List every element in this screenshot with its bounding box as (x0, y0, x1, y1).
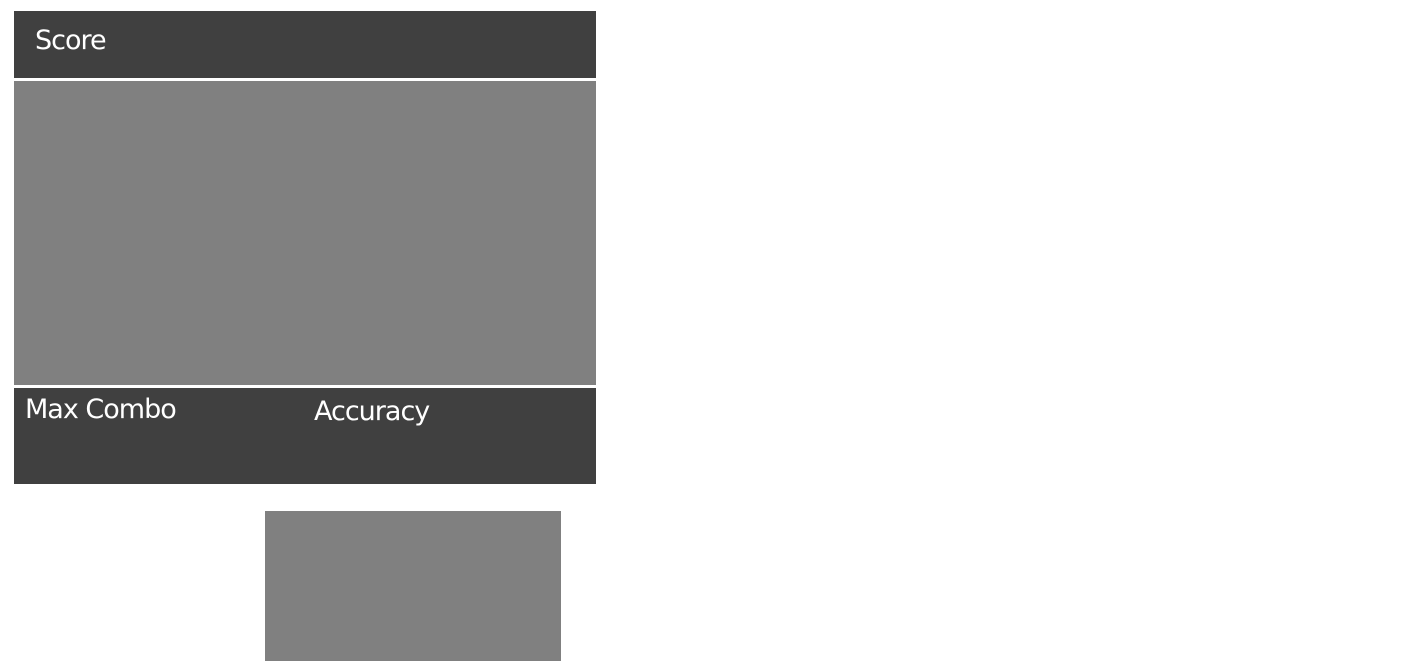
continue-button[interactable] (265, 511, 561, 661)
accuracy-label: Accuracy (314, 396, 430, 427)
max-combo-label: Max Combo (25, 394, 177, 425)
divider (14, 78, 596, 80)
result-image-area (14, 81, 596, 385)
stats-panel: Max Combo Accuracy (14, 388, 596, 484)
score-label: Score (35, 25, 107, 56)
score-header: Score (14, 11, 596, 78)
divider (14, 385, 596, 387)
